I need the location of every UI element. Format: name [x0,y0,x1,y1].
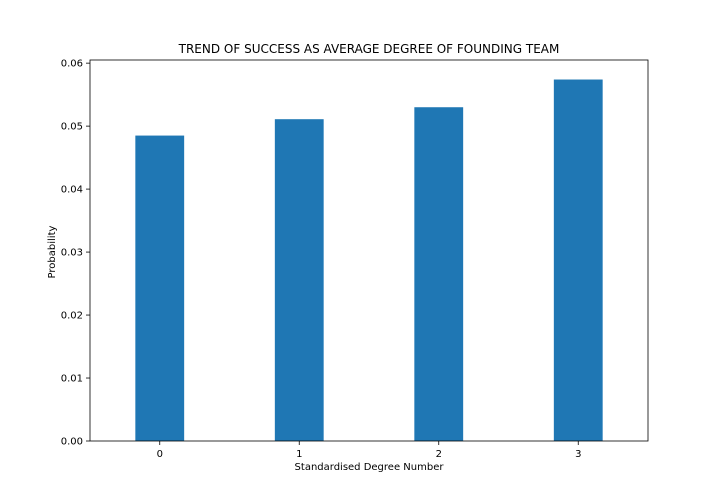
bar-1 [274,119,324,442]
y-tick-label: 0.02 [61,311,83,322]
y-tick-label: 0.06 [61,59,83,70]
bar-3 [553,79,603,442]
bar-0 [135,135,185,441]
y-tick-label: 0.01 [61,374,83,385]
x-tick-label: 3 [575,449,581,460]
x-axis-ticks: 0 1 2 3 [157,441,581,460]
y-axis-label: Probability [47,225,58,278]
x-tick-label: 2 [436,449,442,460]
x-tick-label: 0 [157,449,163,460]
x-tick-label: 1 [296,449,302,460]
bar-2 [414,107,464,441]
bars-group [135,79,603,442]
x-axis-label: Standardised Degree Number [295,462,445,473]
y-tick-label: 0.04 [61,185,83,196]
chart-title: TREND OF SUCCESS AS AVERAGE DEGREE OF FO… [178,42,560,56]
y-tick-label: 0.00 [61,437,83,448]
y-axis-ticks: 0.00 0.01 0.02 0.03 0.04 0.05 0.06 [61,59,90,448]
y-tick-label: 0.05 [61,122,83,133]
plot-frame [89,59,649,442]
y-tick-label: 0.03 [61,248,83,259]
